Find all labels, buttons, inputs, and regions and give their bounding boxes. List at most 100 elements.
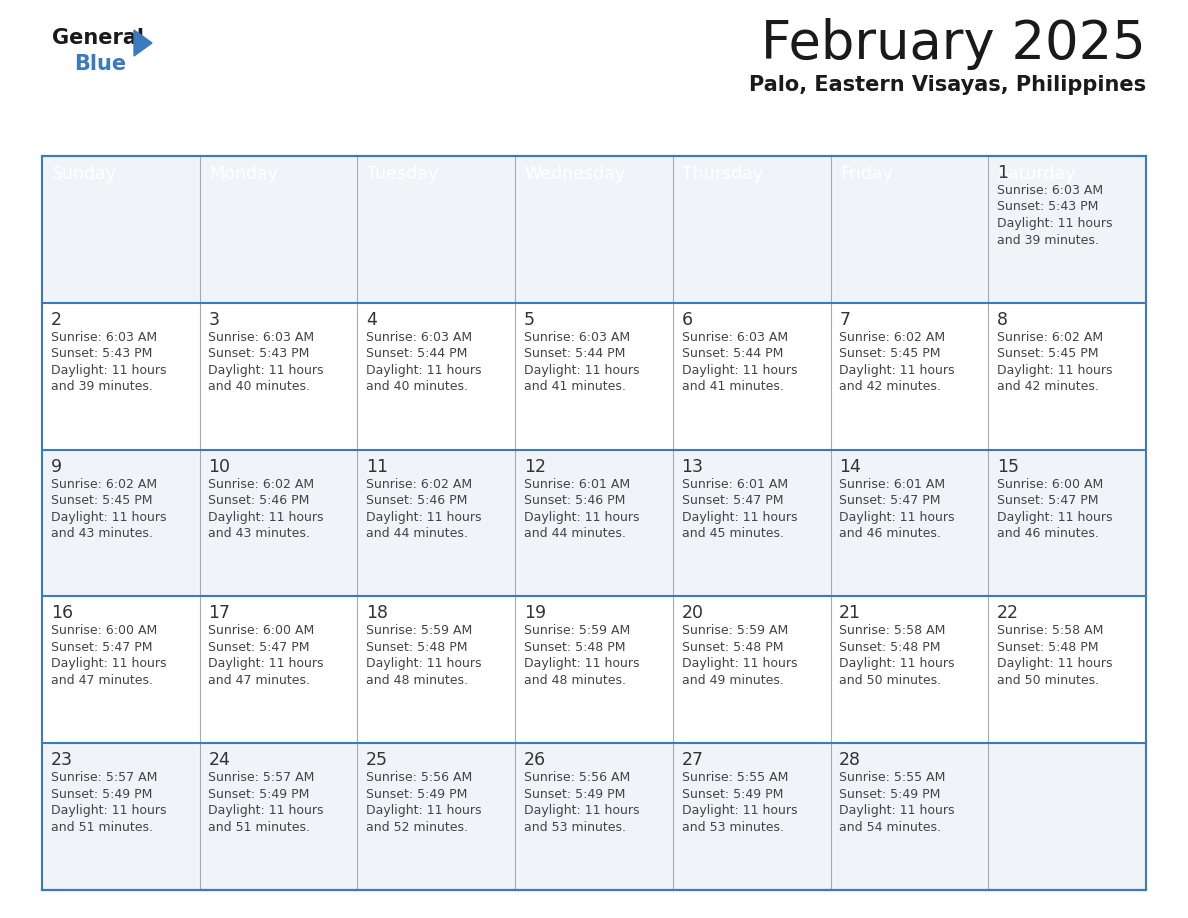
Text: Tuesday: Tuesday [367, 165, 438, 183]
Text: Daylight: 11 hours: Daylight: 11 hours [997, 657, 1112, 670]
Text: Sunset: 5:46 PM: Sunset: 5:46 PM [366, 494, 467, 507]
Text: and 39 minutes.: and 39 minutes. [997, 233, 1099, 247]
Bar [988, 450, 1146, 597]
Bar [516, 303, 672, 450]
Text: Daylight: 11 hours: Daylight: 11 hours [839, 510, 955, 523]
Text: Sunrise: 5:56 AM: Sunrise: 5:56 AM [366, 771, 473, 784]
Text: Monday: Monday [209, 165, 278, 183]
Text: Sunset: 5:44 PM: Sunset: 5:44 PM [366, 347, 467, 360]
Text: Sunset: 5:49 PM: Sunset: 5:49 PM [208, 788, 310, 800]
Text: Sunrise: 6:03 AM: Sunrise: 6:03 AM [51, 330, 157, 344]
Text: 4: 4 [366, 311, 377, 329]
Text: 28: 28 [839, 751, 861, 769]
Bar [988, 303, 1146, 450]
Text: and 40 minutes.: and 40 minutes. [208, 380, 310, 393]
Text: Daylight: 11 hours: Daylight: 11 hours [208, 364, 324, 376]
Bar [830, 450, 988, 597]
Text: and 47 minutes.: and 47 minutes. [51, 674, 153, 687]
Text: and 45 minutes.: and 45 minutes. [682, 527, 784, 540]
Bar [516, 156, 672, 303]
Text: Daylight: 11 hours: Daylight: 11 hours [682, 364, 797, 376]
Bar [516, 744, 672, 890]
Text: Daylight: 11 hours: Daylight: 11 hours [997, 364, 1112, 376]
Text: Sunrise: 6:00 AM: Sunrise: 6:00 AM [208, 624, 315, 637]
Text: Daylight: 11 hours: Daylight: 11 hours [524, 510, 639, 523]
Bar [988, 156, 1146, 192]
Text: Sunrise: 5:59 AM: Sunrise: 5:59 AM [682, 624, 788, 637]
Text: Daylight: 11 hours: Daylight: 11 hours [524, 364, 639, 376]
Bar [42, 156, 200, 303]
Text: and 44 minutes.: and 44 minutes. [524, 527, 626, 540]
Bar [42, 303, 200, 450]
Text: 10: 10 [208, 457, 230, 476]
Text: Sunrise: 6:00 AM: Sunrise: 6:00 AM [997, 477, 1104, 490]
Text: and 51 minutes.: and 51 minutes. [51, 821, 153, 834]
Text: and 51 minutes.: and 51 minutes. [208, 821, 310, 834]
Text: Sunset: 5:46 PM: Sunset: 5:46 PM [208, 494, 310, 507]
Text: 25: 25 [366, 751, 388, 769]
Text: 5: 5 [524, 311, 535, 329]
Bar [200, 156, 358, 192]
Text: Palo, Eastern Visayas, Philippines: Palo, Eastern Visayas, Philippines [748, 75, 1146, 95]
Text: Daylight: 11 hours: Daylight: 11 hours [682, 657, 797, 670]
Bar [358, 156, 516, 192]
Bar [42, 597, 200, 744]
Text: General: General [52, 28, 144, 48]
Text: Daylight: 11 hours: Daylight: 11 hours [208, 657, 324, 670]
Text: Daylight: 11 hours: Daylight: 11 hours [366, 510, 481, 523]
Text: 17: 17 [208, 604, 230, 622]
Text: Daylight: 11 hours: Daylight: 11 hours [366, 657, 481, 670]
Text: and 41 minutes.: and 41 minutes. [524, 380, 626, 393]
Text: Sunrise: 5:58 AM: Sunrise: 5:58 AM [997, 624, 1104, 637]
Text: Daylight: 11 hours: Daylight: 11 hours [51, 804, 166, 817]
Text: Sunrise: 6:01 AM: Sunrise: 6:01 AM [682, 477, 788, 490]
Bar [988, 156, 1146, 303]
Text: and 47 minutes.: and 47 minutes. [208, 674, 310, 687]
Text: 12: 12 [524, 457, 545, 476]
Bar [516, 597, 672, 744]
Text: 26: 26 [524, 751, 546, 769]
Text: Sunset: 5:48 PM: Sunset: 5:48 PM [366, 641, 468, 654]
Text: 2: 2 [51, 311, 62, 329]
Text: and 50 minutes.: and 50 minutes. [839, 674, 941, 687]
Text: 18: 18 [366, 604, 388, 622]
Bar [672, 744, 830, 890]
Text: Daylight: 11 hours: Daylight: 11 hours [839, 657, 955, 670]
Text: Daylight: 11 hours: Daylight: 11 hours [366, 804, 481, 817]
Text: and 43 minutes.: and 43 minutes. [51, 527, 152, 540]
Text: Sunrise: 6:01 AM: Sunrise: 6:01 AM [524, 477, 630, 490]
Text: and 44 minutes.: and 44 minutes. [366, 527, 468, 540]
Text: and 54 minutes.: and 54 minutes. [839, 821, 941, 834]
Text: Sunrise: 6:03 AM: Sunrise: 6:03 AM [997, 184, 1104, 197]
Text: Sunrise: 6:03 AM: Sunrise: 6:03 AM [524, 330, 630, 344]
Text: 15: 15 [997, 457, 1019, 476]
Bar [42, 156, 200, 192]
Text: Sunset: 5:46 PM: Sunset: 5:46 PM [524, 494, 625, 507]
Text: Sunset: 5:48 PM: Sunset: 5:48 PM [839, 641, 941, 654]
Text: Sunset: 5:48 PM: Sunset: 5:48 PM [524, 641, 625, 654]
Text: and 43 minutes.: and 43 minutes. [208, 527, 310, 540]
Text: Sunset: 5:47 PM: Sunset: 5:47 PM [208, 641, 310, 654]
Text: Sunrise: 5:56 AM: Sunrise: 5:56 AM [524, 771, 630, 784]
Bar [42, 450, 200, 597]
Text: and 50 minutes.: and 50 minutes. [997, 674, 1099, 687]
Text: Sunrise: 5:59 AM: Sunrise: 5:59 AM [524, 624, 630, 637]
Text: 9: 9 [51, 457, 62, 476]
Text: 24: 24 [208, 751, 230, 769]
Text: Sunrise: 5:58 AM: Sunrise: 5:58 AM [839, 624, 946, 637]
Text: 21: 21 [839, 604, 861, 622]
Bar [516, 156, 672, 192]
Text: Sunset: 5:43 PM: Sunset: 5:43 PM [51, 347, 152, 360]
Bar [358, 450, 516, 597]
Text: 20: 20 [682, 604, 703, 622]
Bar [830, 156, 988, 303]
Text: and 40 minutes.: and 40 minutes. [366, 380, 468, 393]
Text: 22: 22 [997, 604, 1019, 622]
Text: 13: 13 [682, 457, 703, 476]
Bar [42, 744, 200, 890]
Text: Sunrise: 6:02 AM: Sunrise: 6:02 AM [51, 477, 157, 490]
Text: Daylight: 11 hours: Daylight: 11 hours [51, 657, 166, 670]
Bar [830, 156, 988, 192]
Text: Daylight: 11 hours: Daylight: 11 hours [839, 804, 955, 817]
Text: Sunset: 5:49 PM: Sunset: 5:49 PM [51, 788, 152, 800]
